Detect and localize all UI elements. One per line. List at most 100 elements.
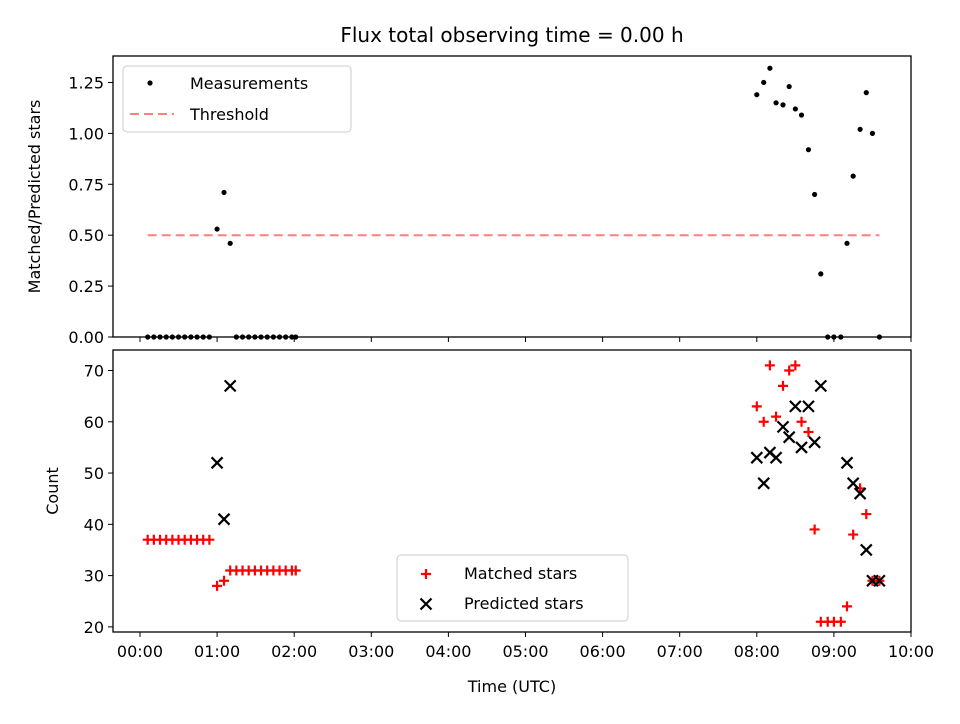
measurement-point: [869, 130, 876, 136]
predicted-star-point: [769, 451, 783, 464]
measurement-point: [767, 65, 773, 71]
measurement-point: [221, 189, 227, 196]
y-tick-label: 70: [84, 362, 104, 381]
measurement-point: [227, 240, 233, 246]
y-tick-label: 40: [84, 515, 104, 534]
legend-marker-matched: [421, 569, 431, 579]
matched-star-point: [290, 565, 301, 576]
measurement-point: [812, 191, 818, 198]
legend-marker-predicted: [419, 597, 433, 611]
predicted-star-point: [853, 487, 867, 500]
matched-star-point: [790, 360, 801, 371]
y-tick-label: 1.25: [68, 73, 104, 92]
matched-star-point: [809, 524, 820, 535]
measurement-point: [780, 102, 786, 108]
x-tick-label: 10:00: [888, 642, 934, 661]
legend-box: [122, 65, 352, 133]
predicted-star-point: [223, 379, 237, 393]
matched-star-point: [219, 575, 230, 586]
predicted-star-point: [210, 456, 224, 470]
measurement-point: [850, 173, 856, 179]
predicted-star-point: [776, 420, 790, 434]
x-tick-label: 06:00: [580, 642, 626, 661]
measurement-point: [844, 240, 850, 246]
y-tick-label: 30: [84, 567, 104, 586]
y-tick-label: 1.00: [68, 124, 104, 143]
x-tick-label: 02:00: [271, 642, 317, 661]
predicted-star-point: [750, 451, 764, 464]
matched-star-point: [848, 529, 859, 540]
predicted-star-point: [795, 441, 808, 454]
predicted-star-point: [808, 436, 821, 449]
matched-star-point: [212, 580, 223, 591]
chart-title: Flux total observing time = 0.00 h: [340, 23, 683, 47]
x-tick-label: 03:00: [348, 642, 394, 661]
predicted-star-point: [782, 430, 796, 444]
matched-star-point: [861, 509, 872, 520]
x-tick-label: 09:00: [811, 642, 857, 661]
y-tick-label: 20: [84, 618, 104, 637]
matched-star-point: [796, 416, 807, 427]
measurement-point: [857, 126, 863, 132]
predicted-star-point: [217, 512, 231, 526]
predicted-star-point: [757, 477, 771, 490]
y-tick-label: 0.50: [68, 226, 104, 245]
legend-label-threshold: Threshold: [189, 105, 269, 124]
y-tick-label: 0.25: [68, 277, 104, 296]
x-tick-label: 04:00: [425, 642, 471, 661]
measurement-point: [761, 79, 767, 86]
legend-label-predicted: Predicted stars: [464, 594, 584, 613]
measurement-point: [818, 271, 824, 277]
legend-box: [396, 554, 629, 622]
y-tick-label: 50: [84, 464, 104, 483]
predicted-star-point: [873, 574, 886, 588]
ratio-panel: 0.00 0.25 0.50 0.75 1.00 1.25 Matched/Predicte…: [25, 55, 912, 347]
matched-star-point: [778, 380, 789, 391]
measurement-point: [863, 90, 869, 96]
matched-star-point: [204, 534, 215, 545]
matched-star-point: [784, 365, 795, 376]
y-tick-label: 0.00: [68, 328, 104, 347]
predicted-star-point: [814, 379, 828, 393]
predicted-star-point: [840, 456, 854, 470]
matched-star-point: [835, 616, 846, 627]
predicted-star-point: [789, 400, 802, 413]
matched-star-point: [803, 427, 814, 438]
x-tick-label: 05:00: [502, 642, 548, 661]
y-tick-label: 0.75: [68, 175, 104, 194]
y-axis-label: Count: [43, 467, 62, 515]
measurement-point: [214, 226, 220, 232]
legend-label-matched: Matched stars: [464, 564, 577, 583]
matched-star-point: [771, 411, 782, 422]
axes-frame: [112, 55, 912, 338]
matched-star-point: [751, 401, 762, 412]
y-tick-label: 60: [84, 413, 104, 432]
measurement-point: [786, 83, 792, 90]
matched-star-point: [842, 601, 853, 612]
predicted-star-point: [860, 543, 873, 557]
predicted-star-point: [846, 477, 860, 490]
legend-marker-measurements: [147, 80, 153, 86]
legend: Matched stars Predicted stars: [396, 554, 629, 622]
x-tick-label: 00:00: [117, 642, 163, 661]
matched-star-point: [764, 360, 775, 371]
legend: Measurements Threshold: [122, 65, 352, 133]
legend-label-measurements: Measurements: [190, 74, 308, 93]
x-axis-label: Time (UTC): [467, 677, 556, 696]
measurement-point: [792, 106, 798, 112]
count-panel: 20 30 40 50 60 70 00:00 01:00 02:00 03:00 04:00 05:…: [43, 349, 934, 696]
y-axis-label: Matched/Predicted stars: [25, 100, 44, 294]
measurement-point: [773, 100, 779, 106]
x-tick-label: 08:00: [734, 642, 780, 661]
x-tick-label: 01:00: [194, 642, 240, 661]
matched-star-point: [855, 483, 866, 494]
axes-frame: [112, 349, 912, 633]
predicted-star-point: [802, 400, 815, 413]
measurement-point: [798, 112, 805, 118]
measurement-point: [754, 92, 760, 98]
measurement-point: [805, 147, 812, 153]
x-tick-label: 07:00: [657, 642, 703, 661]
matched-star-point: [758, 416, 769, 427]
